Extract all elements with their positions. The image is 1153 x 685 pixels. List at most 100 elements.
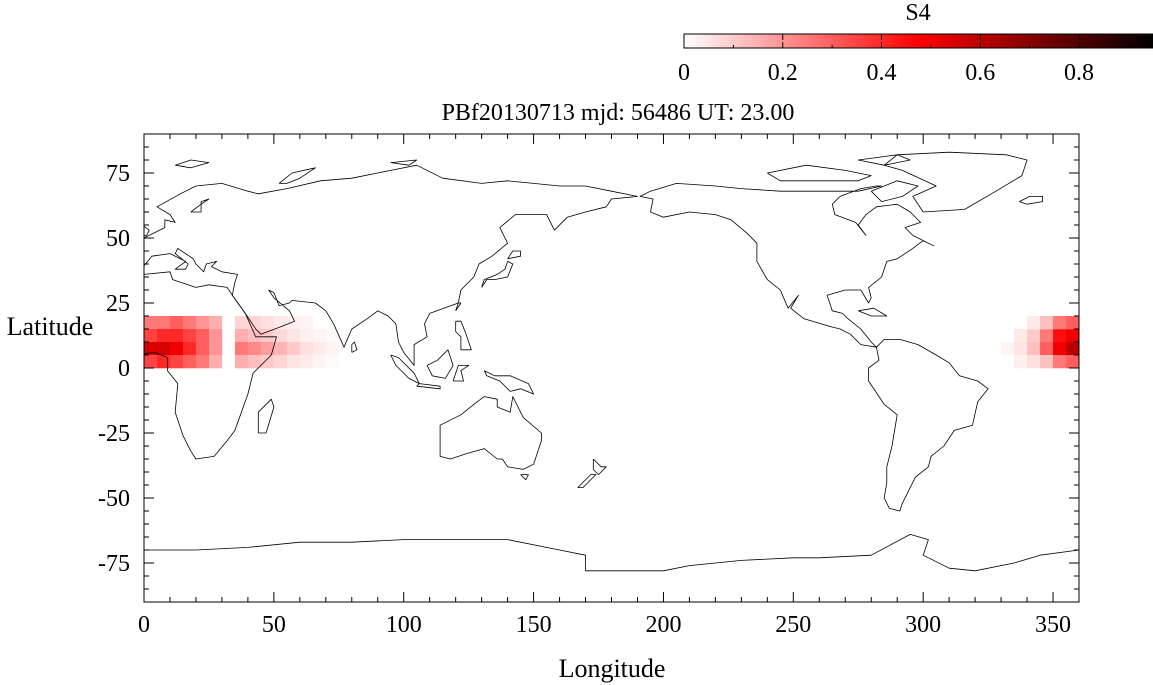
x-tick-label: 150 xyxy=(516,612,552,638)
s4-cell xyxy=(1053,342,1067,356)
s4-cell xyxy=(1053,316,1067,330)
coastline-new-zealand-south xyxy=(577,474,597,488)
s4-cell xyxy=(1066,329,1079,343)
colorbar-tick-label: 0.6 xyxy=(965,60,995,86)
s4-cell xyxy=(156,316,171,330)
s4-cell xyxy=(273,342,288,356)
s4-cell xyxy=(286,329,301,343)
s4-cell xyxy=(273,316,288,330)
s4-cell xyxy=(299,355,314,369)
x-axis-label: Longitude xyxy=(559,654,666,683)
y-tick-label: 25 xyxy=(106,291,130,317)
s4-cell xyxy=(247,355,262,369)
coastlines xyxy=(144,151,1079,572)
s4-cell xyxy=(182,329,197,343)
y-tick-label: 0 xyxy=(118,356,130,382)
s4-cell xyxy=(1027,316,1041,330)
s4-cell xyxy=(208,329,223,343)
coastline-ellesmere xyxy=(858,154,911,166)
s4-cell xyxy=(195,342,210,356)
coastline-sulawesi xyxy=(452,365,470,382)
y-tick-label: -50 xyxy=(98,486,130,512)
coastline-baffin xyxy=(870,180,919,202)
s4-cell xyxy=(325,355,340,369)
s4-cell xyxy=(1040,355,1054,369)
coastline-svalbard xyxy=(175,159,210,169)
s4-cell xyxy=(234,355,249,369)
s4-cell xyxy=(1027,355,1041,369)
s4-cell xyxy=(182,355,197,369)
s4-cell xyxy=(182,342,197,356)
coastline-africa xyxy=(144,271,277,460)
x-tick-label: 100 xyxy=(386,612,422,638)
coastline-sri-lanka xyxy=(351,341,358,353)
s4-cell xyxy=(260,342,275,356)
s4-cell xyxy=(299,342,314,356)
x-tick-label: 300 xyxy=(905,612,941,638)
s4-cell xyxy=(286,342,301,356)
coastline-java xyxy=(416,383,441,390)
s4-cell xyxy=(312,355,327,369)
s4-cell xyxy=(169,329,184,343)
s4-cell xyxy=(1014,355,1028,369)
s4-cell xyxy=(325,342,340,356)
coastline-europe-asia xyxy=(144,164,638,366)
coastline-new-zealand-north xyxy=(592,458,607,475)
x-tick-label: 200 xyxy=(645,612,681,638)
coastline-greenland xyxy=(883,151,1028,213)
y-tick-label: -25 xyxy=(98,421,130,447)
s4-cell xyxy=(234,342,249,356)
s4-cell xyxy=(247,342,262,356)
s4-cell xyxy=(169,342,184,356)
s4-cell xyxy=(208,355,223,369)
x-tick-label: 50 xyxy=(262,612,286,638)
s4-cell xyxy=(182,316,197,330)
s4-cell xyxy=(144,355,158,369)
s4-cell xyxy=(1027,342,1041,356)
coastline-hokkaido xyxy=(507,250,521,260)
colorbar-tick-label: 0.8 xyxy=(1064,60,1094,86)
coastline-new-guinea xyxy=(483,370,534,395)
s4-cell xyxy=(144,342,158,356)
s4-cell xyxy=(299,329,314,343)
coastline-arctic-islands xyxy=(767,164,872,182)
coastline-severnaya xyxy=(390,159,418,166)
s4-cell xyxy=(299,316,314,330)
s4-cell xyxy=(1027,329,1041,343)
map-title: PBf20130713 mjd: 56486 UT: 23.00 xyxy=(442,100,795,126)
s4-cell xyxy=(208,342,223,356)
coastline-antarctica xyxy=(144,534,1079,572)
x-tick-label: 0 xyxy=(138,612,150,638)
coastline-philippines xyxy=(455,320,472,351)
coastline-madagascar xyxy=(257,398,275,434)
s4-cell xyxy=(1001,342,1015,356)
coastline-britain xyxy=(144,225,150,237)
s4-cell xyxy=(169,355,184,369)
colorbar-tick-label: 0 xyxy=(678,60,690,86)
s4-cell xyxy=(144,329,158,343)
colorbar-label: S4 xyxy=(905,0,930,26)
s4-cell xyxy=(208,316,223,330)
colorbar-tick-label: 0.4 xyxy=(866,60,896,86)
coastline-cuba xyxy=(858,307,888,317)
s4-cell xyxy=(156,342,171,356)
s4-cell xyxy=(1066,342,1079,356)
s4-cell xyxy=(195,316,210,330)
coastline-australia xyxy=(439,396,542,470)
s4-cell xyxy=(169,316,184,330)
s4-cell xyxy=(312,342,327,356)
s4-cell xyxy=(1066,316,1079,330)
s4-cell xyxy=(273,355,288,369)
s4-cell xyxy=(156,355,171,369)
s4-cell xyxy=(1066,355,1079,369)
s4-cell xyxy=(260,316,275,330)
coastline-novaya-zemlya xyxy=(278,167,316,184)
s4-cell xyxy=(1053,355,1067,369)
s4-cell xyxy=(325,329,340,343)
coastline-south-america xyxy=(868,339,989,512)
s4-cell xyxy=(1040,329,1054,343)
s4-cell xyxy=(195,329,210,343)
coastline-taiwan xyxy=(455,302,462,312)
